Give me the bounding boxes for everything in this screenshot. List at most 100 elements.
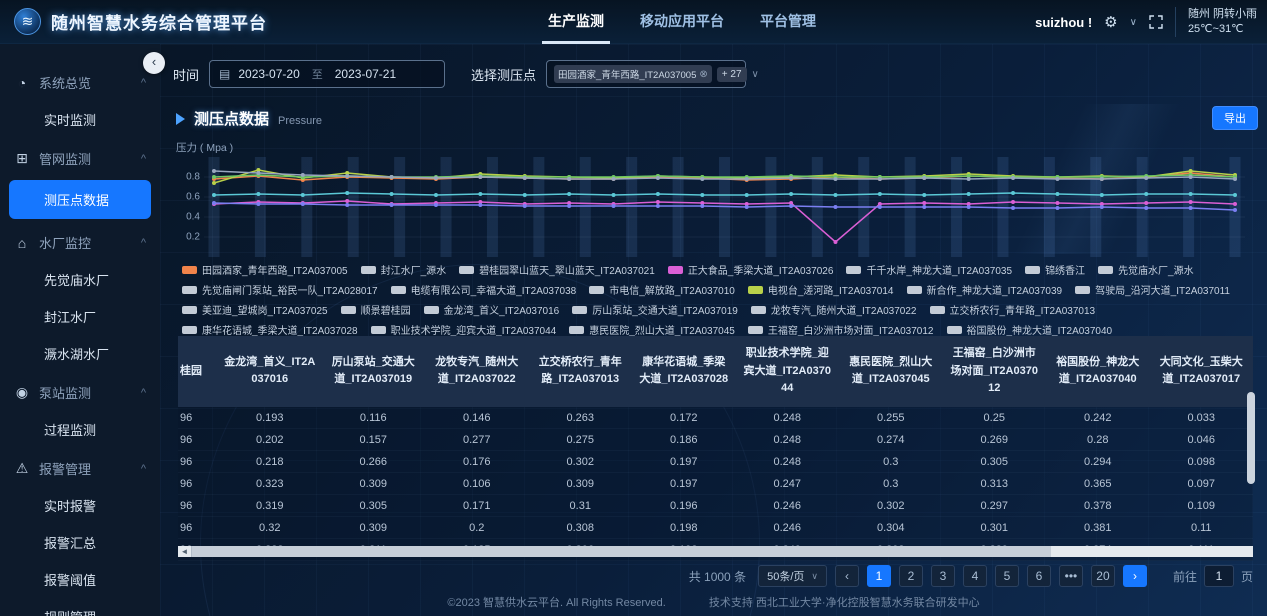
page-button-5[interactable]: 5 [994, 565, 1019, 587]
data-table: 桂园 金龙湾_首义_IT2A037016 厉山泵站_交通大道_IT2A037019 龙… [178, 336, 1255, 561]
table-cell: 0.266 [359, 455, 388, 468]
table-cell: 0.309 [359, 521, 388, 534]
prev-page-button[interactable]: ‹ [834, 565, 859, 587]
table-cell: 0.242 [1083, 411, 1112, 424]
footer-support: 技术支持 西北工业大学·净化控股智慧水务联合研发中心 [708, 597, 980, 609]
legend-item[interactable]: 立交桥农行_青年路_IT2A037013 [929, 302, 1095, 317]
table-header-cell: 金龙湾_首义_IT2A037016 [224, 355, 316, 386]
pressure-chart[interactable]: 0.2 0.4 0.6 0.8 [186, 157, 1245, 257]
table-cell: 0.381 [1083, 521, 1112, 534]
table-header-cell: 桂园 [180, 364, 202, 377]
legend-item[interactable]: 金龙湾_首义_IT2A037016 [423, 302, 559, 317]
horizontal-scroll-thumb[interactable] [191, 546, 1051, 557]
next-page-button[interactable]: › [1122, 565, 1147, 587]
legend-item[interactable]: 顺景碧桂园 [340, 302, 411, 317]
scroll-left-arrow-icon[interactable]: ◄ [180, 547, 189, 556]
table-cell: 0.146 [462, 411, 491, 424]
goto-page-input[interactable] [1203, 565, 1234, 587]
tag-close-icon[interactable]: ⊗ [699, 68, 708, 80]
filter-bar: 时间 ▤ 2023-07-20 至 2023-07-21 选择测压点 田园酒家_… [173, 60, 759, 88]
alarm-icon: ⚠ [15, 460, 29, 476]
sidebar-item[interactable]: 报警汇总 [44, 536, 97, 551]
legend-item[interactable]: 龙牧专汽_随州大道_IT2A037022 [750, 302, 917, 317]
sidebar-item[interactable]: 规则管理 [0, 598, 160, 616]
logo-icon: ≋ [14, 8, 41, 35]
point-select[interactable]: 田园酒家_青年西路_IT2A037005 ⊗ + 27 ∨ [546, 60, 759, 88]
legend-item[interactable]: 厉山泵站_交通大道_IT2A037019 [572, 302, 738, 317]
sidebar-item[interactable]: 实时报警 [44, 499, 97, 514]
chevron-up-icon: ^ [140, 236, 146, 249]
sidebar-group-1[interactable]: ⊞ 管网监测 ^ [0, 138, 160, 177]
table-vertical-scrollbar[interactable] [1247, 392, 1255, 538]
legend-item[interactable]: 锦绣香江 [1025, 262, 1085, 277]
table-cell: 0.378 [1083, 499, 1112, 512]
page-button-2[interactable]: 2 [898, 565, 923, 587]
legend-item[interactable]: 王福窑_白沙洲市场对面_IT2A037012 [747, 322, 934, 337]
page-size-value: 50条/页 [767, 571, 805, 583]
legend-item[interactable]: 新合作_神龙大道_IT2A037039 [906, 282, 1062, 297]
legend-item[interactable]: 职业技术学院_迎宾大道_IT2A037044 [370, 322, 556, 337]
export-button[interactable]: 导出 [1212, 106, 1258, 130]
table-cell: 0.193 [255, 411, 284, 424]
date-range-picker[interactable]: ▤ 2023-07-20 至 2023-07-21 [209, 60, 446, 88]
sidebar-collapse-button[interactable]: ‹ [143, 52, 165, 74]
sidebar-item[interactable]: 报警阈值 [44, 573, 97, 588]
sidebar-item[interactable]: 封江水厂 [44, 310, 97, 325]
vertical-scroll-thumb[interactable] [1247, 392, 1255, 484]
legend-swatch [182, 265, 197, 274]
date-start-value[interactable]: 2023-07-20 [238, 67, 300, 81]
legend-item[interactable]: 千千水岸_神龙大道_IT2A037035 [846, 262, 1012, 277]
legend-label: 龙牧专汽_随州大道_IT2A037022 [770, 306, 917, 317]
legend-item[interactable]: 先觉庙闸门泵站_裕民一队_IT2A028017 [182, 282, 378, 297]
legend-item[interactable]: 封江水厂_源水 [360, 262, 446, 277]
nav-tab-0[interactable]: 生产监测 [542, 0, 610, 44]
goto-label: 前往 [1172, 569, 1197, 584]
legend-item[interactable]: 驾驶局_沿河大道_IT2A037011 [1075, 282, 1230, 297]
select-chevron-down-icon[interactable]: ∨ [751, 68, 759, 80]
table-horizontal-scrollbar[interactable]: ◄ [178, 546, 1253, 557]
sidebar-item[interactable]: 过程监测 [44, 423, 97, 438]
last-page-button[interactable]: 20 [1090, 565, 1115, 587]
sidebar-item[interactable]: 㵐水湖水厂 [44, 347, 110, 362]
sidebar-group-4[interactable]: ⚠ 报警管理 ^ [0, 448, 160, 487]
user-name[interactable]: suizhou ! [1035, 14, 1093, 30]
gear-icon[interactable]: ⚙ [1104, 14, 1118, 31]
sidebar-group-3[interactable]: ◉ 泵站监测 ^ [0, 372, 160, 411]
fullscreen-icon[interactable] [1149, 15, 1163, 29]
water-plant-icon: ⌂ [17, 234, 27, 251]
chevron-down-icon[interactable]: ∨ [1129, 16, 1137, 28]
more-points-chip[interactable]: + 27 [716, 66, 747, 82]
legend-item[interactable]: 惠民医院_烈山大道_IT2A037045 [569, 322, 735, 337]
legend-item[interactable]: 正大食品_季梁大道_IT2A037026 [667, 262, 833, 277]
page-button-4[interactable]: 4 [962, 565, 987, 587]
page-button-3[interactable]: 3 [930, 565, 955, 587]
table-row: 96 0.323 0.309 0.106 0.309 0.197 0.247 0.3 0.313… [178, 472, 1253, 495]
sidebar-group-0[interactable]: ◔ 系统总览 ^ [0, 62, 160, 101]
legend-item[interactable]: 裕国股份_神龙大道_IT2A037040 [946, 322, 1112, 337]
section-triangle-icon [176, 112, 185, 125]
page-button-1[interactable]: 1 [866, 565, 891, 587]
date-end-value[interactable]: 2023-07-21 [334, 67, 397, 81]
sidebar-group-2[interactable]: ⌂ 水厂监控 ^ [0, 222, 160, 261]
page-size-select[interactable]: 50条/页 ∨ [758, 565, 827, 587]
legend-item[interactable]: 田园酒家_青年西路_IT2A037005 [182, 262, 348, 277]
legend-item[interactable]: 电缆有限公司_幸福大道_IT2A037038 [390, 282, 576, 297]
pagination-ellipsis[interactable]: ••• [1058, 565, 1083, 587]
sidebar-item[interactable]: 实时监测 [44, 113, 97, 128]
legend-item[interactable]: 电视台_溠河路_IT2A037014 [747, 282, 894, 297]
table-cell: 0.32 [259, 521, 281, 534]
nav-tab-1[interactable]: 移动应用平台 [640, 13, 724, 29]
page-button-6[interactable]: 6 [1026, 565, 1051, 587]
legend-item[interactable]: 先觉庙水厂_源水 [1098, 262, 1194, 277]
legend-item[interactable]: 碧桂园翠山蓝天_翠山蓝天_IT2A037021 [459, 262, 655, 277]
sidebar-item[interactable]: 测压点数据 [9, 180, 151, 219]
sidebar-item[interactable]: 先觉庙水厂 [44, 273, 110, 288]
nav-tab-2[interactable]: 平台管理 [760, 13, 816, 29]
legend-item[interactable]: 康华花语城_季梁大道_IT2A037028 [182, 322, 358, 337]
legend-item[interactable]: 市电信_解放路_IT2A037010 [589, 282, 735, 297]
table-cell: 96 [180, 455, 193, 468]
legend-swatch [1025, 265, 1041, 274]
legend-item[interactable]: 美亚迪_望城岗_IT2A037025 [182, 302, 328, 317]
selected-point-tag[interactable]: 田园酒家_青年西路_IT2A037005 ⊗ [554, 65, 712, 83]
legend-swatch [946, 325, 962, 334]
